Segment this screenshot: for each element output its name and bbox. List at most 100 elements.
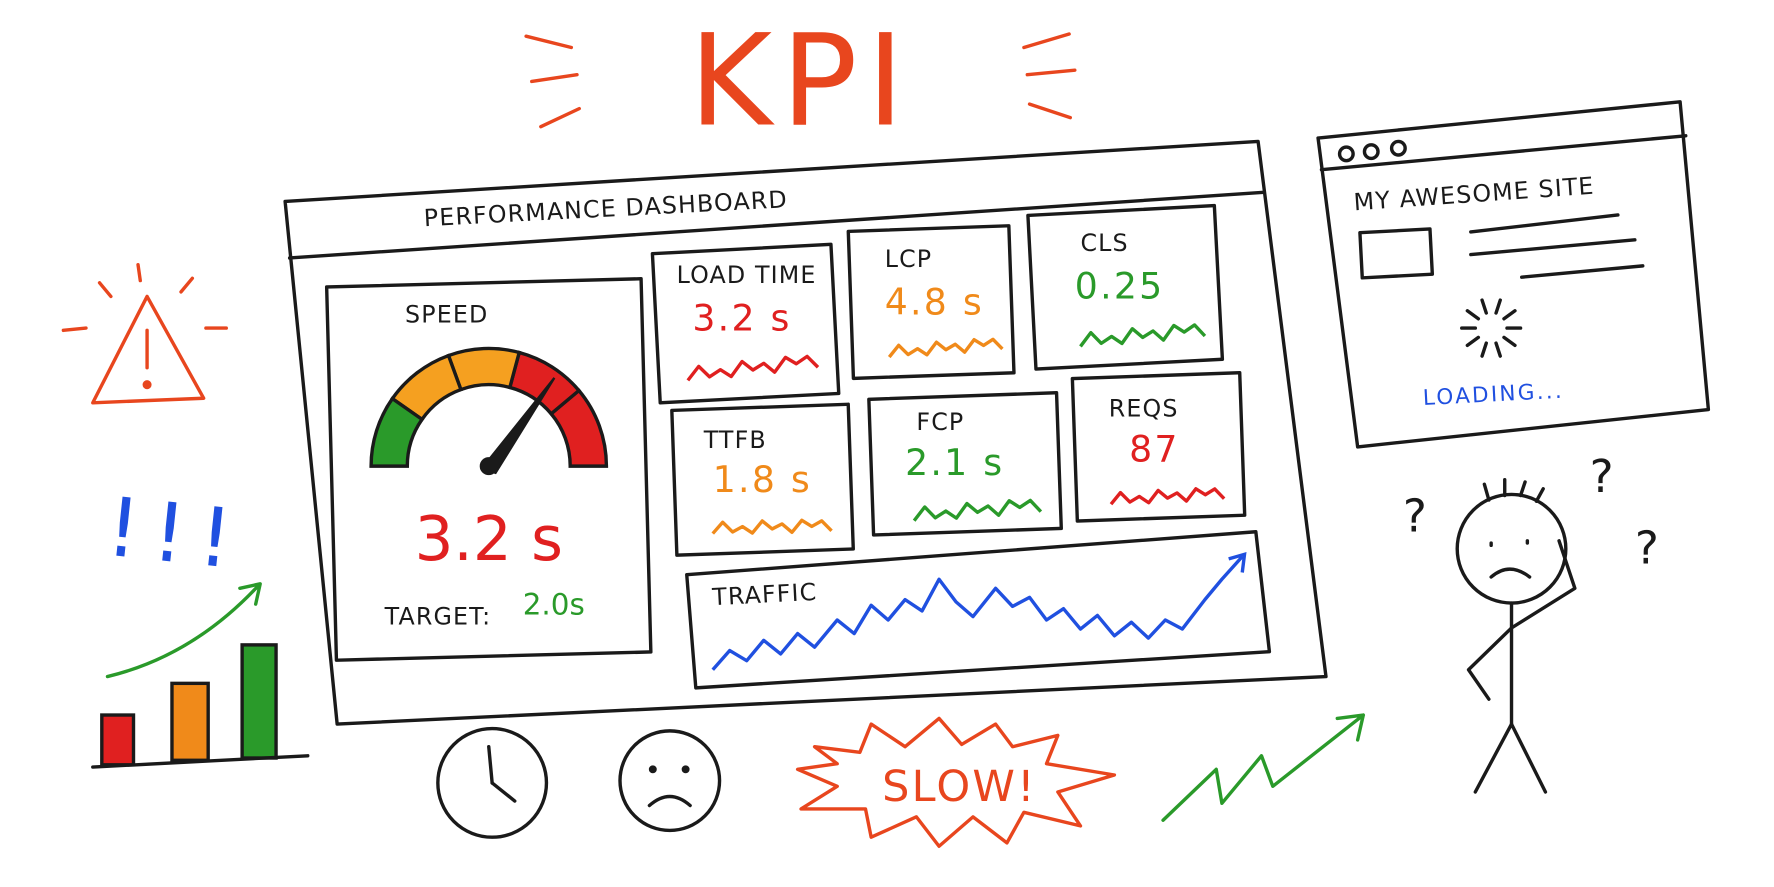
decor-path bbox=[1489, 567, 1532, 579]
question-mark: ? bbox=[1635, 521, 1659, 574]
decor-circle bbox=[1337, 145, 1355, 163]
decor-path bbox=[1509, 539, 1577, 630]
card-value: 0.25 bbox=[1075, 265, 1165, 308]
title-rays bbox=[524, 32, 1077, 129]
sparkline bbox=[912, 498, 1043, 522]
target-value: 2.0s bbox=[523, 587, 585, 621]
card-label: REQS bbox=[1109, 394, 1179, 422]
slow-label: SLOW! bbox=[882, 762, 1037, 812]
decor-line bbox=[179, 276, 195, 294]
text-lines bbox=[1469, 213, 1645, 279]
spinner-tick bbox=[1494, 341, 1502, 358]
card-label: LCP bbox=[885, 245, 933, 273]
sparkline bbox=[711, 518, 833, 535]
spinner-tick bbox=[1494, 298, 1502, 315]
spinner-tick bbox=[1480, 298, 1488, 315]
card-label: LOAD TIME bbox=[677, 261, 817, 289]
traffic-line bbox=[711, 555, 1244, 671]
decor-path bbox=[1473, 722, 1548, 794]
card-label: TTFB bbox=[703, 426, 767, 454]
decor-line bbox=[524, 34, 574, 50]
spinner bbox=[1460, 298, 1523, 358]
decor-circle bbox=[681, 765, 690, 774]
card-value: 4.8 s bbox=[885, 281, 984, 324]
stick-figure bbox=[1455, 478, 1577, 794]
traffic-label: TRAFFIC bbox=[711, 578, 818, 612]
spinner-tick bbox=[1502, 335, 1517, 348]
sparkline bbox=[887, 337, 1004, 359]
decor-polygon bbox=[91, 294, 206, 405]
speed-label: SPEED bbox=[405, 300, 488, 328]
decor-line bbox=[1025, 68, 1077, 77]
card-frame bbox=[670, 402, 855, 557]
card-frame bbox=[1070, 371, 1247, 523]
decor-line bbox=[1022, 32, 1071, 50]
spinner-tick bbox=[1480, 341, 1488, 358]
sparkline bbox=[1109, 487, 1226, 506]
sparkline bbox=[686, 354, 820, 382]
dashboard-title: PERFORMANCE DASHBOARD bbox=[423, 185, 788, 232]
question-mark: ? bbox=[1403, 490, 1427, 543]
spinner-tick bbox=[1465, 309, 1481, 321]
kpi-title: KPI bbox=[689, 6, 913, 154]
gauge-segment bbox=[369, 396, 425, 468]
decor-line bbox=[487, 745, 494, 785]
gauge bbox=[369, 346, 609, 476]
target-label: TARGET: bbox=[384, 603, 492, 631]
card-value: 87 bbox=[1129, 428, 1180, 471]
slow-burst bbox=[795, 716, 1117, 848]
decor-arrow bbox=[105, 582, 262, 679]
decor-line bbox=[1520, 264, 1645, 279]
card: LCP 4.8 s bbox=[846, 224, 1016, 381]
card-value: 3.2 s bbox=[692, 296, 791, 339]
site-header-line bbox=[1319, 134, 1688, 172]
decor-circle bbox=[1389, 139, 1407, 157]
spinner-tick bbox=[1502, 309, 1517, 321]
card: TTFB 1.8 s bbox=[670, 402, 855, 557]
gauge-hub bbox=[479, 457, 498, 476]
speed-value: 3.2 s bbox=[415, 504, 563, 575]
decor-bar bbox=[170, 681, 210, 762]
decor-line bbox=[1469, 213, 1620, 234]
speed-panel bbox=[324, 277, 653, 662]
decor-circle bbox=[1455, 492, 1568, 605]
decor-line bbox=[97, 281, 113, 299]
exclamations: !!! bbox=[102, 480, 250, 589]
dashboard-frame bbox=[283, 139, 1328, 726]
decor-line bbox=[136, 263, 142, 283]
card-value: 1.8 s bbox=[713, 458, 812, 501]
spinner-tick bbox=[1465, 335, 1481, 348]
sad-face-icon bbox=[618, 729, 722, 833]
card: CLS 0.25 bbox=[1026, 203, 1225, 371]
traffic-arrowhead bbox=[1228, 552, 1247, 573]
card: REQS 87 bbox=[1070, 371, 1247, 523]
decor-circle bbox=[648, 765, 657, 774]
card: FCP 2.1 s bbox=[867, 391, 1063, 537]
decor-line bbox=[1027, 102, 1072, 120]
window-dots bbox=[1337, 139, 1407, 163]
trend-arrow bbox=[1161, 713, 1366, 822]
decor-circle bbox=[1362, 143, 1380, 161]
decor-line bbox=[1469, 238, 1637, 257]
warning-icon bbox=[61, 263, 228, 405]
card-frame bbox=[867, 391, 1063, 537]
site-title: MY AWESOME SITE bbox=[1353, 172, 1596, 217]
decor-bar bbox=[240, 643, 278, 760]
dashboard-header-line bbox=[287, 190, 1266, 260]
clock-icon bbox=[436, 726, 549, 839]
traffic-frame bbox=[685, 530, 1272, 690]
decor-path bbox=[647, 794, 692, 808]
decor-circle bbox=[142, 380, 152, 390]
decor-bar bbox=[100, 713, 136, 767]
growth-bars bbox=[91, 582, 310, 769]
decor-line bbox=[539, 106, 581, 129]
decor-circle bbox=[436, 726, 549, 839]
decor-line bbox=[490, 781, 517, 803]
card: LOAD TIME 3.2 s bbox=[650, 242, 841, 405]
card-frame bbox=[650, 242, 841, 405]
traffic-panel: TRAFFIC bbox=[685, 530, 1272, 690]
sparkline bbox=[1079, 323, 1207, 348]
decor-path bbox=[1466, 626, 1514, 701]
